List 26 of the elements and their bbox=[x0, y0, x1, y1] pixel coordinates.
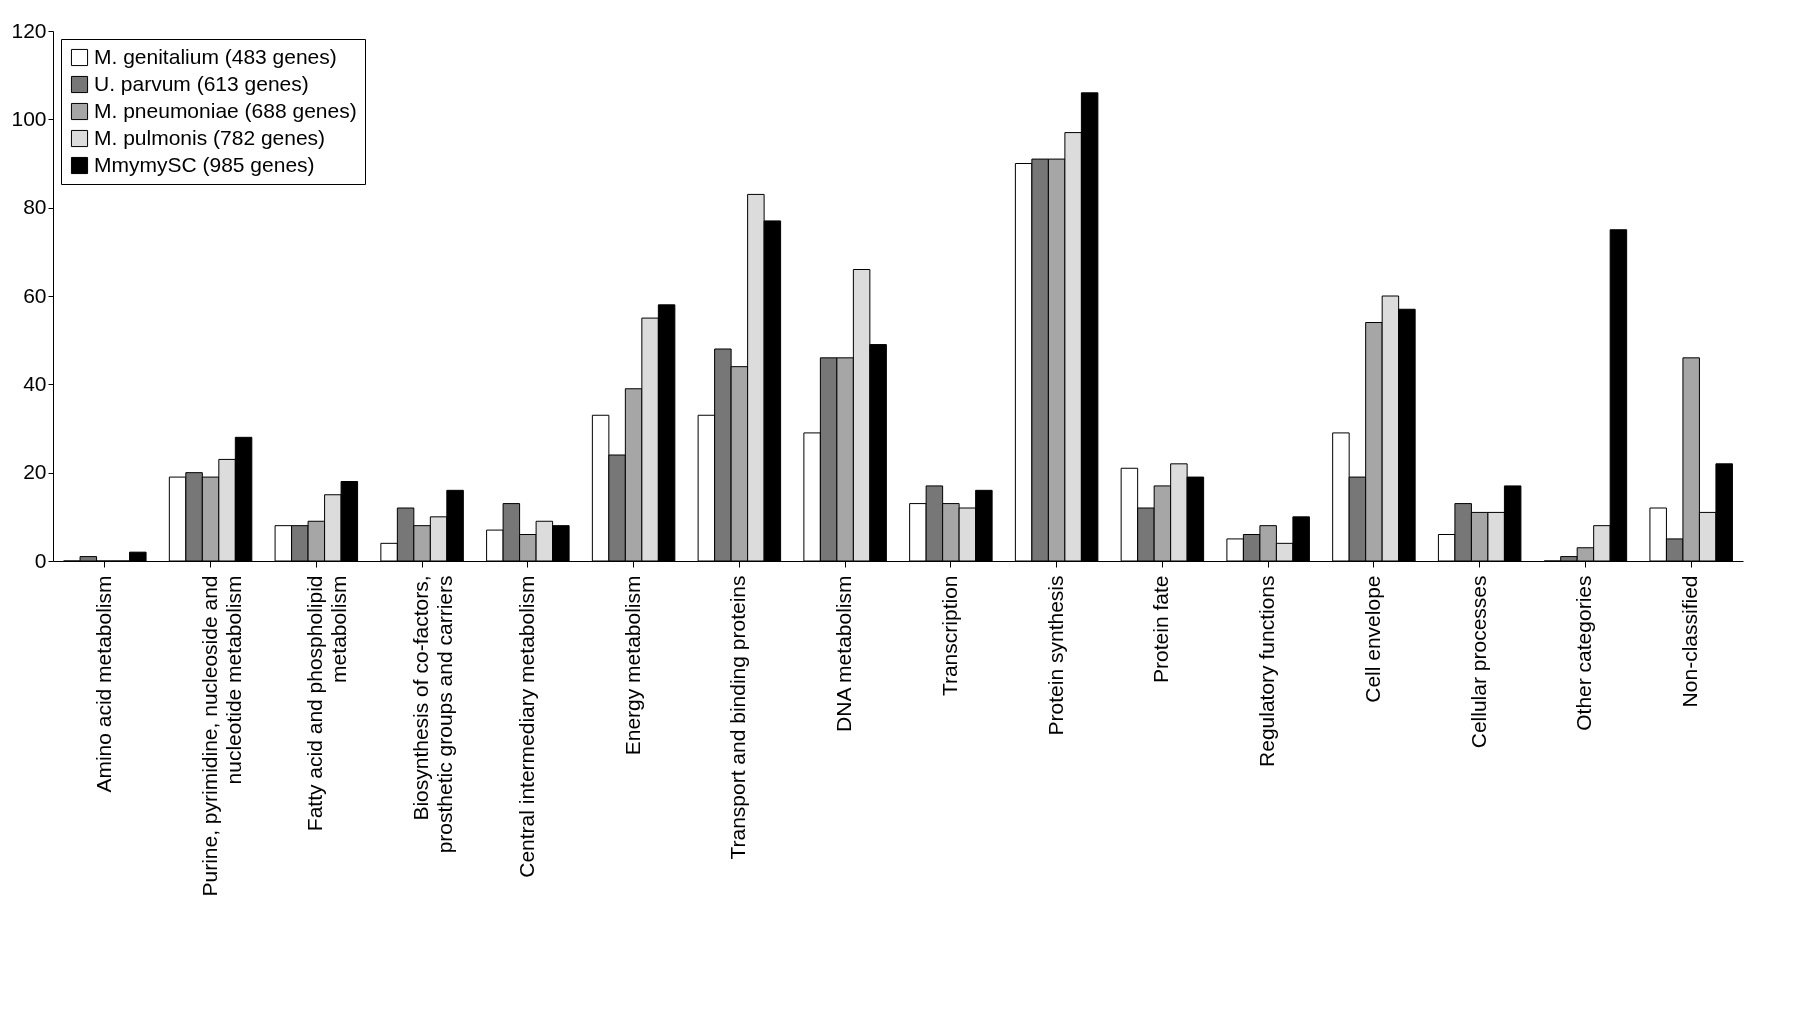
x-tick-label: Regulatory functions bbox=[1255, 575, 1279, 767]
y-tick-label: 40 bbox=[23, 371, 47, 395]
x-tick-label: Transcription bbox=[937, 575, 961, 697]
x-tick-label: DNA metabolism bbox=[832, 575, 856, 732]
y-tick-label: 60 bbox=[23, 283, 47, 307]
y-tick-label: 20 bbox=[23, 460, 47, 484]
x-tick-label: Cellular processes bbox=[1466, 575, 1490, 749]
x-tick-label: Central intermediary metabolism bbox=[514, 575, 538, 878]
x-tick-label: Other categories bbox=[1572, 575, 1596, 731]
y-tick-label: 80 bbox=[23, 195, 47, 219]
x-tick-label: Non-classified bbox=[1678, 575, 1702, 708]
x-tick-label: Energy metabolism bbox=[620, 575, 644, 756]
x-tick-label: Transport and binding proteins bbox=[726, 575, 750, 860]
legend-label: M. pneumoniae (688 genes) bbox=[94, 98, 357, 122]
y-tick-label: 120 bbox=[11, 18, 47, 42]
x-tick-label: Protein fate bbox=[1149, 575, 1173, 683]
legend-label: M. pulmonis (782 genes) bbox=[94, 125, 326, 149]
legend-label: M. genitalium (483 genes) bbox=[94, 44, 337, 68]
legend-label: U. parvum (613 genes) bbox=[94, 71, 309, 95]
y-tick-label: 0 bbox=[34, 548, 47, 572]
x-tick-label: Protein synthesis bbox=[1043, 575, 1067, 736]
legend-label: MmymySC (985 genes) bbox=[94, 152, 315, 176]
x-tick-label: Purine, pyrimidine, nucleoside and nucleotide metabolism bbox=[197, 575, 245, 897]
y-tick-label: 100 bbox=[11, 106, 47, 130]
x-tick-label: Amino acid metabolism bbox=[91, 575, 115, 793]
x-tick-label: Cell envelope bbox=[1360, 575, 1384, 703]
